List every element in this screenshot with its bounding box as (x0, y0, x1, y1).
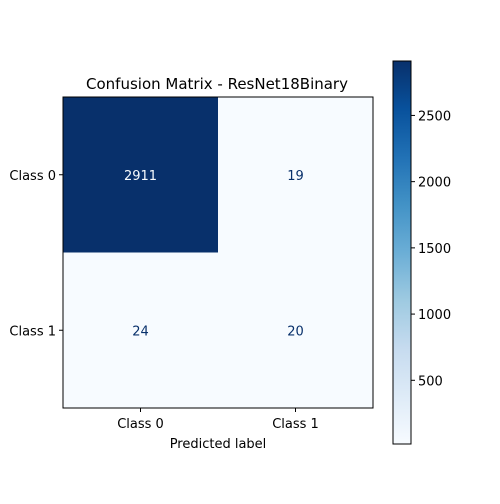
x-tick-label: Class 0 (117, 417, 164, 432)
x-axis-ticks: Class 0 Class 1 (117, 408, 319, 432)
colorbar-tick-label: 1500 (418, 242, 451, 257)
y-tick-label: Class 1 (9, 324, 56, 339)
cell-value-label: 19 (287, 169, 304, 184)
cell-value-label: 24 (132, 324, 149, 339)
y-tick-label: Class 0 (9, 169, 56, 184)
colorbar-gradient (393, 61, 411, 444)
colorbar-tick-label: 1000 (418, 308, 451, 323)
heatmap-cells (63, 97, 374, 409)
colorbar-tick-label: 2500 (418, 109, 451, 124)
chart-title: Confusion Matrix - ResNet18Binary (86, 75, 348, 93)
cell-value-label: 2911 (124, 169, 157, 184)
cell-value-label: 20 (287, 324, 304, 339)
colorbar-ticks: 500 1000 1500 2000 2500 (411, 109, 451, 389)
y-axis-ticks: Class 0 Class 1 (9, 169, 63, 340)
x-axis-label: Predicted label (170, 437, 267, 452)
colorbar-tick-label: 500 (418, 374, 443, 389)
x-tick-label: Class 1 (272, 417, 319, 432)
colorbar-tick-label: 2000 (418, 176, 451, 191)
